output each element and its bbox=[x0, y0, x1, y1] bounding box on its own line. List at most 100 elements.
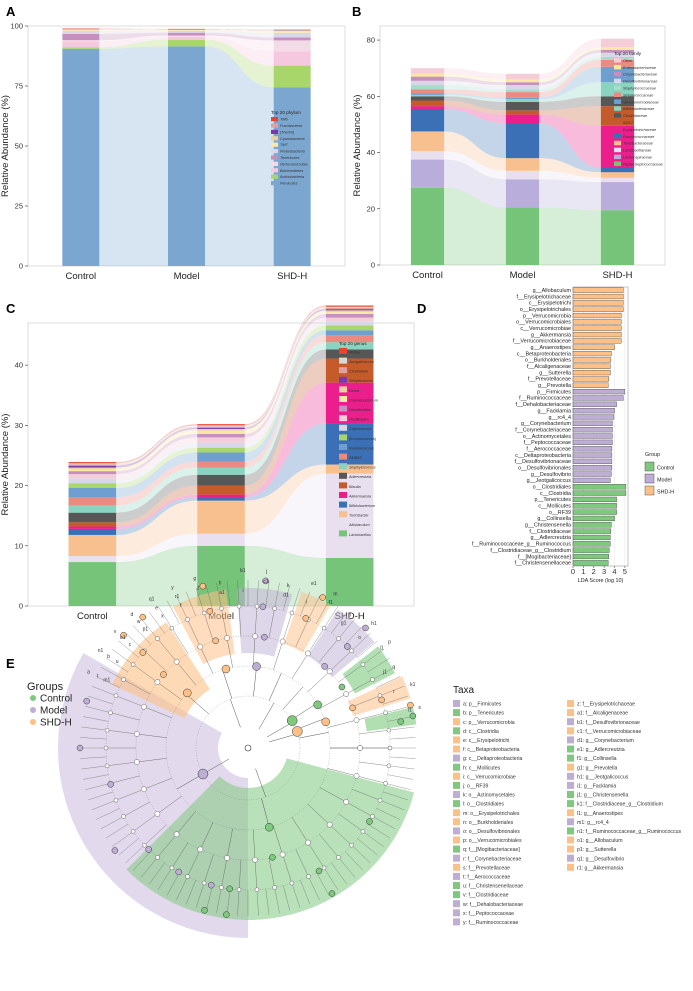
stacked-segment bbox=[325, 306, 374, 308]
flow-band bbox=[444, 76, 506, 86]
tree-branch bbox=[268, 857, 275, 888]
legend-label: Staphylococcaceae bbox=[623, 87, 656, 91]
x-tick-label: 4 bbox=[612, 567, 616, 576]
tree-branch bbox=[357, 640, 378, 658]
y-tick-label: 25 bbox=[15, 202, 23, 211]
tree-node bbox=[155, 855, 160, 860]
stacked-segment bbox=[197, 426, 245, 428]
x-tick-label: SHD-H bbox=[335, 611, 365, 622]
tree-node bbox=[357, 745, 363, 751]
tree-branch bbox=[351, 632, 371, 651]
tree-branch bbox=[295, 849, 309, 877]
stacked-segment bbox=[168, 36, 205, 40]
tree-node bbox=[306, 874, 311, 879]
stacked-segment bbox=[68, 556, 117, 563]
legend-label: Clostridiaceae bbox=[623, 114, 647, 118]
tree-node bbox=[219, 606, 224, 611]
lda-bar bbox=[572, 370, 611, 376]
biomarker-node bbox=[183, 688, 192, 698]
tree-branch bbox=[118, 640, 139, 658]
tree-node bbox=[141, 703, 147, 710]
stacked-segment bbox=[410, 73, 445, 77]
x-tick-label: Model bbox=[510, 270, 536, 281]
clade-letter-label: q1 bbox=[149, 597, 155, 603]
y-tick-label: 10 bbox=[15, 541, 23, 550]
stacked-segment bbox=[325, 349, 374, 359]
clade-sector-tenericutes bbox=[342, 646, 396, 694]
lda-bar bbox=[572, 452, 613, 458]
clade-letter-label: i1 bbox=[380, 645, 384, 651]
taxa-legend-swatch bbox=[567, 836, 574, 844]
rank-ring bbox=[195, 695, 301, 801]
tree-branch bbox=[176, 661, 196, 685]
tree-node bbox=[142, 843, 147, 848]
legend-swatch bbox=[339, 415, 347, 422]
tree-node bbox=[326, 668, 333, 675]
tree-branch bbox=[132, 851, 151, 871]
tree-branch bbox=[274, 582, 280, 609]
lda-bar bbox=[572, 376, 609, 382]
tree-branch bbox=[300, 591, 310, 617]
y-tick-label: 75 bbox=[15, 82, 23, 91]
flow-band bbox=[116, 426, 198, 466]
taxa-legend-swatch bbox=[567, 854, 574, 862]
tree-branch bbox=[140, 857, 158, 878]
taxa-legend-label: l1: g__Anaerostipes bbox=[577, 811, 623, 817]
biomarker-node bbox=[221, 664, 231, 674]
tree-node bbox=[289, 880, 295, 886]
legend-label: Corynebacterium bbox=[349, 398, 378, 402]
tree-branch bbox=[372, 816, 396, 830]
clade-letter-label: m1 bbox=[103, 678, 110, 684]
stacked-segment bbox=[68, 534, 117, 557]
biomarker-node bbox=[344, 643, 351, 650]
stacked-segment bbox=[600, 172, 635, 178]
legend-swatch bbox=[271, 181, 278, 186]
stacked-segment bbox=[410, 93, 445, 95]
lda-bar-label: g__Desulfovibrio bbox=[531, 472, 571, 478]
legend-label: SHD-H bbox=[657, 490, 674, 496]
flow-band bbox=[539, 38, 601, 80]
legend-swatch bbox=[614, 64, 621, 70]
taxa-legend-label: h: c__Mollicutes bbox=[463, 765, 501, 771]
tree-branch bbox=[346, 679, 373, 695]
stacked-segment bbox=[410, 106, 445, 109]
tree-branch bbox=[149, 862, 165, 885]
lda-bar-label: g__Adlercreutzia bbox=[531, 535, 571, 541]
flow-band bbox=[204, 29, 274, 32]
tree-branch bbox=[291, 883, 301, 908]
tree-branch bbox=[149, 611, 165, 634]
biomarker-node bbox=[212, 637, 219, 645]
tree-branch bbox=[157, 796, 182, 814]
lda-bar-label: g__Prevotella bbox=[538, 383, 571, 389]
tree-node bbox=[185, 617, 190, 622]
tree-branch bbox=[252, 829, 256, 860]
flow-band bbox=[244, 358, 326, 495]
tree-node bbox=[201, 610, 207, 616]
stacked-segment bbox=[68, 512, 117, 523]
tree-node bbox=[386, 763, 392, 768]
flow-band bbox=[116, 494, 198, 529]
taxa-legend-swatch bbox=[567, 800, 574, 808]
clade-letter-label: m bbox=[333, 591, 337, 597]
legend-label: Adlercreutzia bbox=[348, 475, 371, 479]
flow-band bbox=[539, 114, 601, 168]
taxa-legend-label: p1: g__Sutterella bbox=[577, 847, 616, 853]
stacked-segment bbox=[273, 51, 311, 66]
legend-swatch bbox=[339, 530, 347, 537]
lda-bar bbox=[572, 401, 617, 407]
lda-bar bbox=[572, 357, 612, 363]
stacked-segment bbox=[325, 309, 374, 311]
taxa-legend-swatch bbox=[567, 718, 574, 726]
legend-swatch bbox=[271, 149, 278, 154]
tree-branch bbox=[221, 857, 228, 888]
tree-branch bbox=[265, 888, 270, 915]
tree-node bbox=[279, 851, 286, 858]
legend-swatch bbox=[339, 501, 347, 508]
tree-branch bbox=[123, 679, 150, 695]
x-tick-label: Control bbox=[412, 270, 443, 281]
clade-letter-label: h1 bbox=[371, 621, 377, 627]
tree-branch bbox=[338, 857, 356, 878]
stacked-segment bbox=[600, 182, 635, 211]
x-tick-label: 5 bbox=[623, 567, 627, 576]
taxa-legend-label: t: f__Aerococcaceae bbox=[463, 875, 510, 881]
